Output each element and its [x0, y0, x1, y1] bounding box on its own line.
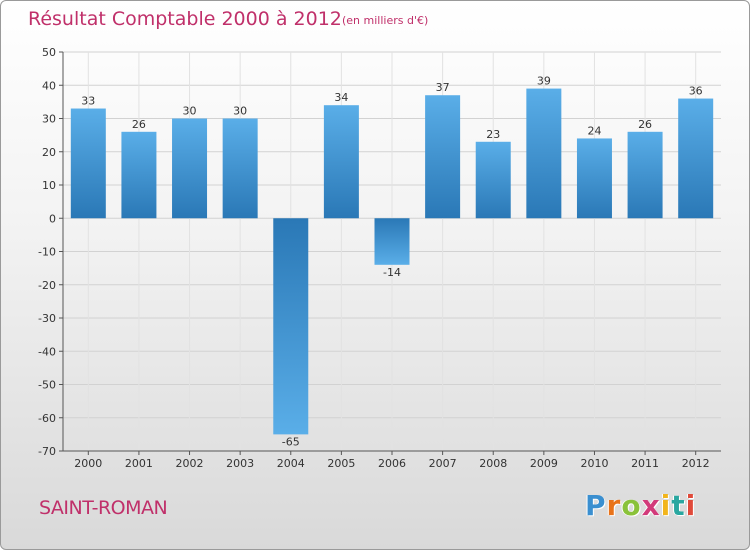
bar: [627, 131, 663, 219]
bar: [425, 95, 461, 219]
data-label: 34: [334, 91, 348, 104]
x-tick-label: 2008: [479, 457, 507, 470]
x-tick-label: 2009: [530, 457, 558, 470]
y-tick-label: 40: [42, 79, 56, 92]
proxiti-logo: Proxiti: [585, 489, 697, 522]
bar: [678, 98, 714, 219]
bar: [576, 138, 612, 219]
data-label: 26: [132, 118, 146, 131]
y-tick-label: 20: [42, 146, 56, 159]
data-label: 33: [81, 95, 95, 108]
data-label: 36: [689, 85, 703, 98]
x-tick-label: 2007: [429, 457, 457, 470]
y-tick-label: -40: [38, 345, 56, 358]
y-tick-label: -70: [38, 445, 56, 458]
x-tick-label: 2010: [580, 457, 608, 470]
y-tick-label: -50: [38, 379, 56, 392]
chart-title: Résultat Comptable 2000 à 2012: [28, 8, 342, 30]
x-tick-label: 2003: [226, 457, 254, 470]
y-tick-label: 10: [42, 179, 56, 192]
bar: [273, 218, 309, 435]
bar: [172, 118, 208, 219]
x-tick-label: 2012: [682, 457, 710, 470]
bar: [121, 131, 157, 219]
data-label: 37: [436, 81, 450, 94]
chart-subtitle: (en milliers d'€): [342, 14, 429, 27]
x-tick-label: 2006: [378, 457, 406, 470]
y-tick-label: -20: [38, 279, 56, 292]
x-tick-label: 2001: [125, 457, 153, 470]
data-label: -14: [383, 266, 401, 279]
bar: [475, 141, 511, 219]
x-tick-label: 2005: [327, 457, 355, 470]
x-tick-label: 2002: [176, 457, 204, 470]
y-tick-label: 30: [42, 113, 56, 126]
bar: [222, 118, 258, 219]
data-label: 30: [183, 105, 197, 118]
x-tick-label: 2004: [277, 457, 305, 470]
data-label: 24: [587, 124, 601, 137]
commune-name: SAINT-ROMAN: [39, 497, 168, 519]
x-tick-label: 2011: [631, 457, 659, 470]
y-tick-label: 0: [49, 212, 56, 225]
data-label: -65: [282, 435, 300, 448]
x-tick-label: 2000: [74, 457, 102, 470]
bar: [70, 108, 106, 219]
bar: [374, 218, 410, 265]
y-tick-label: 50: [42, 46, 56, 59]
bar: [526, 88, 562, 219]
y-tick-label: -10: [38, 246, 56, 259]
data-label: 39: [537, 75, 551, 88]
data-label: 23: [486, 128, 500, 141]
bars-layer: [70, 88, 714, 435]
data-label: 26: [638, 118, 652, 131]
data-label: 30: [233, 105, 247, 118]
y-tick-label: -30: [38, 312, 56, 325]
y-tick-label: -60: [38, 412, 56, 425]
labels-layer: 33 26 30 30 -65 34 -14 37 23 39 24 26 36: [81, 75, 702, 449]
bar: [323, 105, 359, 219]
